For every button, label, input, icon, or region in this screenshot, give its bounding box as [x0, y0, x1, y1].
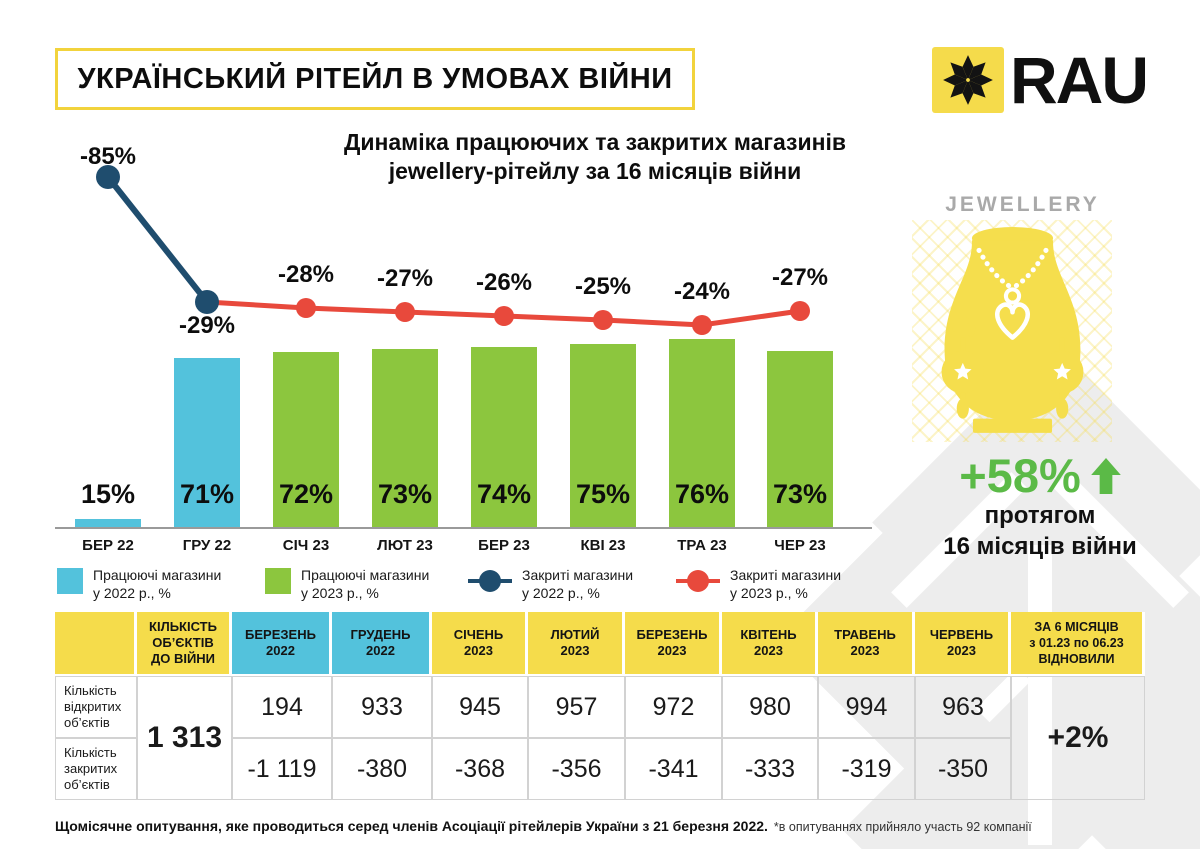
- bar-value-label: 76%: [674, 479, 730, 509]
- line-value-label: -28%: [277, 261, 335, 288]
- line-value-label: -27%: [771, 264, 829, 291]
- bar-value-label: 74%: [476, 479, 532, 509]
- table-data-cell: -341: [625, 738, 722, 800]
- growth-row: +58%: [905, 448, 1175, 503]
- line-value-label: -27%: [376, 265, 434, 292]
- x-axis-label: КВІ 23: [580, 537, 626, 554]
- table-header-cell: ЧЕРВЕНЬ 2023: [915, 612, 1011, 676]
- x-axis-label: СІЧ 23: [282, 537, 330, 554]
- bar-value-label: 71%: [179, 479, 235, 509]
- bar-value-label: 15%: [80, 479, 136, 509]
- bar-value-label: 72%: [278, 479, 334, 509]
- table-data-cell: -333: [722, 738, 818, 800]
- chart-bar: [75, 519, 141, 528]
- summary-table: КІЛЬКІСТЬ ОБ’ЄКТІВ ДО ВІЙНИ БЕРЕЗЕНЬ 2022…: [55, 612, 1145, 800]
- bar-value-label: 73%: [772, 479, 828, 509]
- line-value-label: -29%: [178, 312, 236, 339]
- rau-logo-text: RAU: [1010, 43, 1149, 117]
- table-data-cell: -319: [818, 738, 915, 800]
- chart-bar: [669, 339, 735, 528]
- legend-label: Працюючі магазини у 2023 р., %: [301, 567, 430, 601]
- chart-bar: [570, 344, 636, 528]
- chart-bar: [471, 347, 537, 528]
- legend-line-marker-icon: [676, 568, 720, 594]
- before-war-total-cell: 1 313: [137, 676, 232, 800]
- line-value-label: -85%: [79, 143, 137, 170]
- footnote: Щомісячне опитування, яке проводиться се…: [55, 818, 1155, 836]
- table-header-cell: БЕРЕЗЕНЬ 2022: [232, 612, 332, 676]
- table-data-cell: 980: [722, 676, 818, 738]
- legend-label: Закриті магазини у 2022 р., %: [522, 567, 634, 601]
- table-header-cell: ЛЮТИЙ 2023: [528, 612, 625, 676]
- x-axis-label: ГРУ 22: [182, 537, 232, 554]
- table-data-cell: 933: [332, 676, 432, 738]
- table-data-cell: 994: [818, 676, 915, 738]
- legend-swatch-icon: [57, 568, 83, 594]
- chart-bar: [174, 358, 240, 528]
- table-row-label: Кількість відкритих об’єктів: [55, 676, 137, 738]
- table-header-cell: [55, 612, 137, 676]
- line-value-label: -25%: [574, 273, 632, 300]
- chart-bar: [372, 349, 438, 528]
- rau-logo: RAU: [932, 43, 1149, 117]
- table-data-cell: -356: [528, 738, 625, 800]
- footnote-main: Щомісячне опитування, яке проводиться се…: [55, 818, 768, 834]
- table-row-label: Кількість закритих об’єктів: [55, 738, 137, 800]
- table-header-cell: ЗА 6 МІСЯЦІВ з 01.23 по 06.23 ВІДНОВИЛИ: [1011, 612, 1145, 676]
- bar-value-label: 73%: [377, 479, 433, 509]
- legend-item: Закриті магазини у 2022 р., %: [468, 566, 633, 602]
- table-data-cell: -1 119: [232, 738, 332, 800]
- table-data-cell: 957: [528, 676, 625, 738]
- table-header-cell: СІЧЕНЬ 2023: [432, 612, 528, 676]
- table-data-cell: 963: [915, 676, 1011, 738]
- legend-swatch-icon: [265, 568, 291, 594]
- rau-star-icon: [932, 47, 1004, 113]
- jewellery-bust-icon: [915, 224, 1110, 447]
- up-arrow-icon: [1090, 457, 1121, 494]
- legend-item: Працюючі магазини у 2022 р., %: [57, 566, 221, 602]
- recovered-percent-cell: +2%: [1011, 676, 1145, 800]
- table-data-cell: -380: [332, 738, 432, 800]
- bar-value-label: 75%: [575, 479, 631, 509]
- table-data-cell: 945: [432, 676, 528, 738]
- main-title-box: УКРАЇНСЬКИЙ РІТЕЙЛ В УМОВАХ ВІЙНИ: [55, 48, 695, 110]
- legend-line-marker-icon: [468, 568, 512, 594]
- legend-label: Працюючі магазини у 2022 р., %: [93, 567, 222, 601]
- x-axis-label: БЕР 22: [82, 537, 134, 554]
- chart-bar: [273, 352, 339, 528]
- jewellery-label: JEWELLERY: [945, 193, 1100, 216]
- x-axis-label: ЛЮТ 23: [377, 537, 433, 554]
- footnote-detail: *в опитуваннях прийняло участь 92 компан…: [773, 820, 1032, 834]
- line-value-label: -26%: [475, 269, 533, 296]
- chart-bar: [767, 351, 833, 528]
- growth-note: протягом 16 місяців війни: [943, 502, 1137, 560]
- legend-item: Працюючі магазини у 2023 р., %: [265, 566, 429, 602]
- legend-label: Закриті магазини у 2023 р., %: [730, 567, 842, 601]
- x-axis-label: ТРА 23: [677, 537, 727, 554]
- line-value-label: -24%: [673, 278, 731, 305]
- table-header-cell: БЕРЕЗЕНЬ 2023: [625, 612, 722, 676]
- table-data-cell: 972: [625, 676, 722, 738]
- table-data-cell: -350: [915, 738, 1011, 800]
- legend-item: Закриті магазини у 2023 р., %: [676, 566, 841, 602]
- main-title: УКРАЇНСЬКИЙ РІТЕЙЛ В УМОВАХ ВІЙНИ: [77, 62, 673, 95]
- x-axis-line: [55, 527, 872, 529]
- x-axis-label: ЧЕР 23: [774, 537, 826, 554]
- table-header-cell: КВІТЕНЬ 2023: [722, 612, 818, 676]
- background-watermark-gap: [1028, 545, 1052, 845]
- chart-title: Динаміка працюючих та закритих магазинів…: [343, 129, 847, 184]
- table-data-cell: -368: [432, 738, 528, 800]
- growth-value: +58%: [959, 449, 1081, 502]
- table-header-cell: ГРУДЕНЬ 2022: [332, 612, 432, 676]
- table-data-cell: 194: [232, 676, 332, 738]
- x-axis-label: БЕР 23: [478, 537, 530, 554]
- table-header-cell: ТРАВЕНЬ 2023: [818, 612, 915, 676]
- table-header-cell: КІЛЬКІСТЬ ОБ’ЄКТІВ ДО ВІЙНИ: [137, 612, 232, 676]
